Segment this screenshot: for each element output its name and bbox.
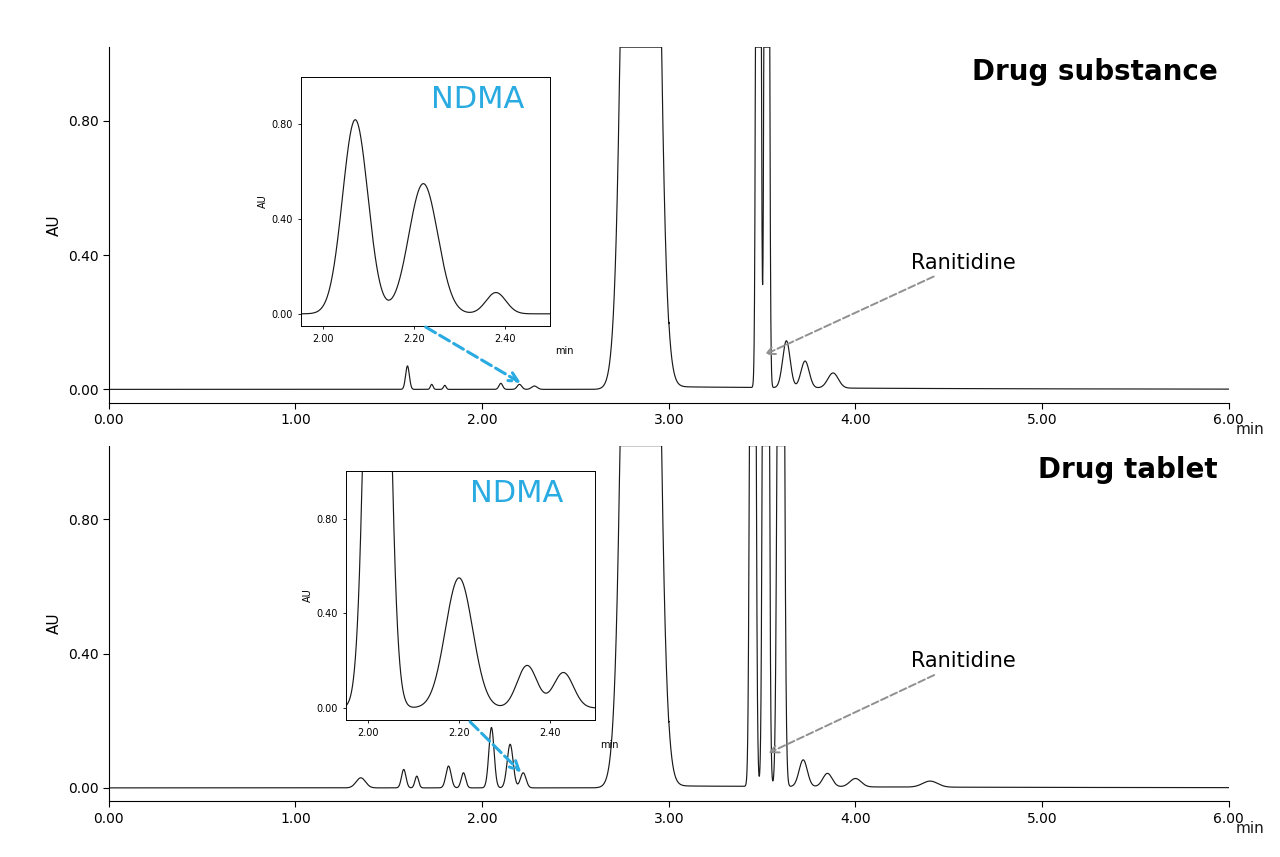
Text: min: min bbox=[556, 345, 573, 356]
Text: Drug tablet: Drug tablet bbox=[1038, 456, 1217, 484]
Text: NDMA: NDMA bbox=[471, 479, 563, 508]
Y-axis label: AU: AU bbox=[47, 613, 61, 634]
Text: Drug substance: Drug substance bbox=[972, 57, 1217, 86]
Y-axis label: AU: AU bbox=[303, 589, 314, 602]
Text: min: min bbox=[1235, 821, 1265, 836]
Text: min: min bbox=[600, 740, 618, 750]
Text: Ranitidine: Ranitidine bbox=[771, 651, 1016, 752]
Text: Ranitidine: Ranitidine bbox=[767, 253, 1016, 354]
Text: NDMA: NDMA bbox=[430, 85, 524, 114]
Y-axis label: AU: AU bbox=[259, 195, 269, 208]
Text: min: min bbox=[1235, 423, 1265, 437]
Y-axis label: AU: AU bbox=[47, 214, 61, 236]
